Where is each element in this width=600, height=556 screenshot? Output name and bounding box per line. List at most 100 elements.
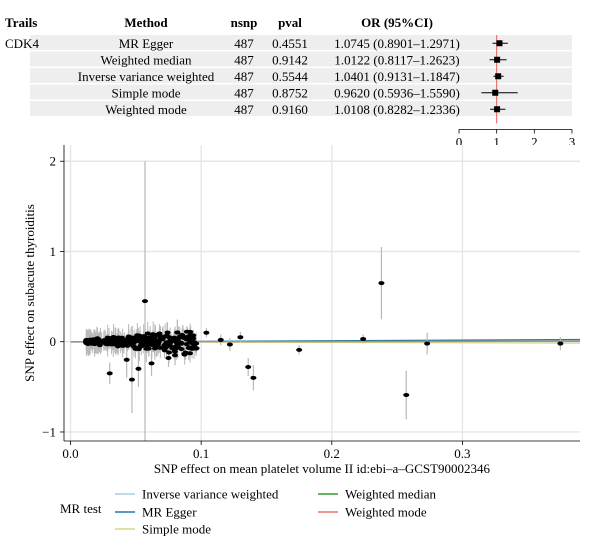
table-row-stripes bbox=[30, 35, 572, 116]
legend-title: MR test bbox=[60, 501, 102, 516]
x-tick-label: 0.0 bbox=[62, 446, 78, 461]
snp-point bbox=[424, 341, 431, 346]
row-pval: 0.5544 bbox=[272, 69, 308, 84]
snp-point bbox=[203, 330, 210, 335]
legend: MR test Inverse variance weighted MR Egge… bbox=[60, 487, 437, 537]
table-row-stripe bbox=[30, 51, 572, 67]
snp-point bbox=[164, 330, 171, 335]
snp-points bbox=[83, 281, 564, 397]
forest-point bbox=[495, 73, 502, 80]
legend-label: Inverse variance weighted bbox=[142, 487, 279, 502]
row-nsnp: 487 bbox=[234, 85, 254, 100]
snp-point bbox=[403, 392, 410, 397]
header-method: Method bbox=[124, 15, 168, 30]
row-nsnp: 487 bbox=[234, 36, 254, 51]
snp-point bbox=[174, 338, 181, 343]
forest-point bbox=[494, 106, 501, 113]
snp-point bbox=[165, 355, 172, 360]
forest-axis-tick-label: 1 bbox=[493, 135, 500, 150]
table-row-stripe bbox=[30, 68, 572, 83]
snp-point bbox=[124, 343, 131, 348]
snp-point bbox=[184, 334, 191, 339]
table-rows: CDK4 MR Egger 487 0.4551 1.0745 (0.8901–1.29… bbox=[5, 36, 460, 117]
plot-panel bbox=[64, 145, 580, 441]
row-pval: 0.8752 bbox=[272, 85, 308, 100]
legend-items: Inverse variance weighted MR Egger Simple … bbox=[115, 487, 437, 537]
snp-point bbox=[161, 348, 168, 353]
snp-point bbox=[140, 338, 147, 343]
forest-point bbox=[494, 56, 501, 63]
x-axis-label: SNP effect on mean platelet volume II id… bbox=[154, 461, 491, 476]
scatter-plot: 0.0 0.1 0.2 0.3 −1 0 1 2 SNP effect on mean pla… bbox=[22, 145, 581, 476]
row-pval: 0.4551 bbox=[272, 36, 308, 51]
snp-point bbox=[130, 344, 137, 349]
row-nsnp: 487 bbox=[234, 52, 254, 67]
snp-point bbox=[296, 347, 303, 352]
header-trails: Trails bbox=[5, 15, 37, 30]
plot-axes: 0.0 0.1 0.2 0.3 −1 0 1 2 bbox=[42, 145, 580, 461]
forest-point bbox=[496, 40, 503, 47]
snp-point bbox=[104, 340, 111, 345]
x-tick-label: 0.1 bbox=[193, 446, 209, 461]
snp-point bbox=[134, 333, 141, 338]
snp-point bbox=[119, 343, 126, 348]
x-tick-label: 0.3 bbox=[454, 446, 470, 461]
snp-point bbox=[110, 341, 117, 346]
snp-point bbox=[178, 341, 185, 346]
row-or-ci: 0.9620 (0.5936–1.5590) bbox=[334, 85, 460, 100]
snp-point bbox=[185, 345, 192, 350]
forest-axis-tick-label: 0 bbox=[456, 135, 463, 150]
row-or-ci: 1.0108 (0.8282–1.2336) bbox=[334, 102, 460, 117]
snp-point bbox=[187, 329, 194, 334]
y-tick-label: −1 bbox=[42, 424, 56, 439]
snp-point bbox=[183, 342, 190, 347]
snp-point bbox=[174, 330, 181, 335]
y-tick-label: 1 bbox=[50, 244, 57, 259]
row-method: Inverse variance weighted bbox=[78, 69, 215, 84]
snp-point bbox=[217, 337, 224, 342]
y-axis-label: SNP effect on subacute thyroiditis bbox=[22, 204, 37, 382]
snp-point bbox=[141, 299, 148, 304]
header-nsnp: nsnp bbox=[231, 15, 258, 30]
row-nsnp: 487 bbox=[234, 102, 254, 117]
forest-point bbox=[492, 89, 499, 96]
snp-point bbox=[143, 346, 150, 351]
row-nsnp: 487 bbox=[234, 69, 254, 84]
table-row-stripe bbox=[30, 35, 572, 50]
snp-point bbox=[140, 334, 147, 339]
snp-point bbox=[190, 336, 197, 341]
y-tick-label: 0 bbox=[50, 334, 57, 349]
snp-point bbox=[135, 366, 142, 371]
row-pval: 0.9160 bbox=[272, 102, 308, 117]
header-or-ci: OR (95%CI) bbox=[361, 15, 433, 30]
snp-point bbox=[142, 342, 149, 347]
row-or-ci: 1.0401 (0.9131–1.1847) bbox=[334, 69, 460, 84]
snp-point bbox=[151, 334, 158, 339]
snp-point bbox=[169, 346, 176, 351]
snp-point bbox=[151, 346, 158, 351]
snp-point bbox=[237, 335, 244, 340]
row-or-ci: 1.0122 (0.8117–1.2623) bbox=[334, 52, 459, 67]
snp-point bbox=[123, 357, 130, 362]
snp-point bbox=[124, 340, 131, 345]
snp-point bbox=[96, 339, 103, 344]
snp-point bbox=[86, 340, 93, 345]
snp-point bbox=[119, 338, 126, 343]
forest-plot: 0 1 2 3 bbox=[456, 35, 575, 150]
row-pval: 0.9142 bbox=[272, 52, 308, 67]
row-method: MR Egger bbox=[119, 36, 174, 51]
snp-point bbox=[378, 281, 385, 286]
table-row-stripe bbox=[30, 101, 572, 116]
row-method: Weighted mode bbox=[105, 102, 187, 117]
snp-point bbox=[152, 337, 159, 342]
forest-axis-tick-label: 2 bbox=[531, 135, 538, 150]
snp-point bbox=[112, 336, 119, 341]
snp-point bbox=[226, 342, 233, 347]
legend-label: Simple mode bbox=[142, 522, 211, 537]
snp-point bbox=[250, 375, 257, 380]
snp-point bbox=[148, 361, 155, 366]
legend-label: Weighted median bbox=[345, 487, 437, 502]
snp-point bbox=[191, 344, 198, 349]
row-trait: CDK4 bbox=[5, 36, 39, 51]
